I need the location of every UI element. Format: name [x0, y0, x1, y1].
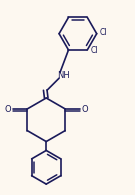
Text: NH: NH	[57, 71, 70, 80]
Text: Cl: Cl	[90, 46, 98, 55]
Text: O: O	[82, 105, 88, 114]
Text: Cl: Cl	[100, 28, 107, 37]
Text: O: O	[4, 105, 11, 114]
